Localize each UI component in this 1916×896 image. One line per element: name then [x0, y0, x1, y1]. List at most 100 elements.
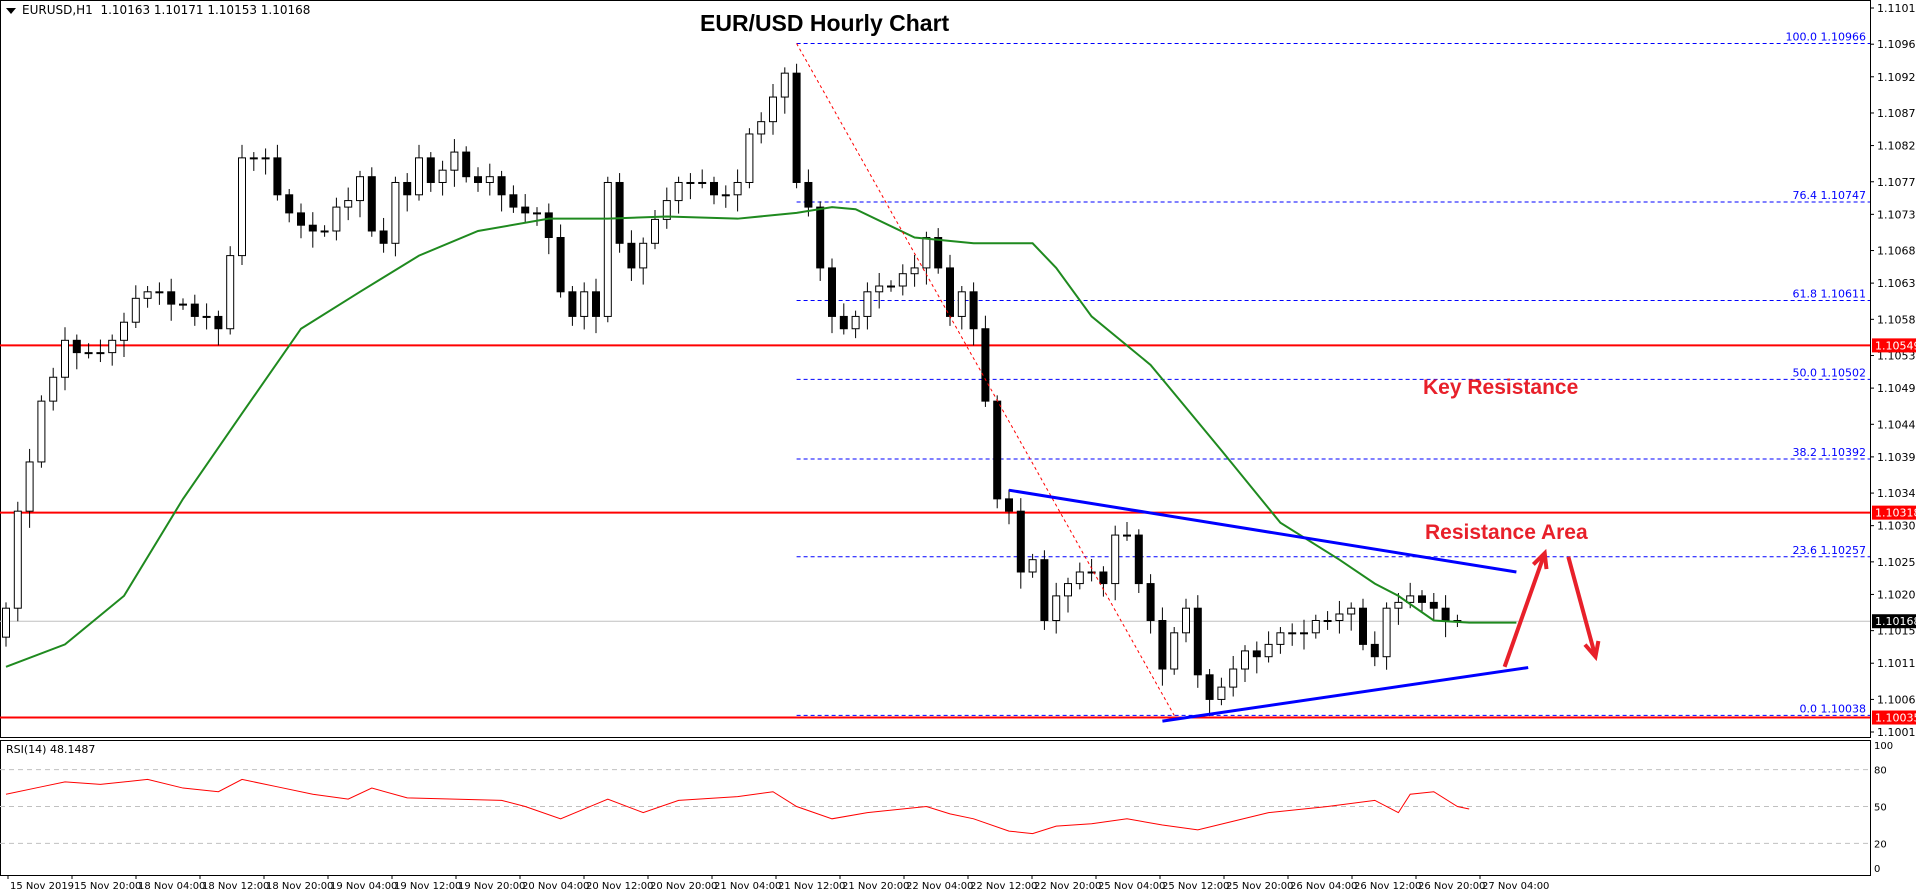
candle-bull: [1394, 601, 1403, 609]
rsi-level-label: 100: [1874, 741, 1893, 752]
candle-bull: [391, 181, 400, 244]
candle-bull: [438, 169, 447, 183]
candle-bull: [922, 237, 931, 269]
symbol-label: EURUSD,H1: [22, 3, 93, 17]
candle-bear: [1158, 620, 1167, 670]
time-tick-label: 20 Nov 04:00: [522, 881, 589, 892]
candle-bull: [49, 376, 58, 402]
candle-bear: [367, 176, 376, 232]
fib-level-label: 50.0 1.10502: [1793, 366, 1866, 379]
candle-bull: [1241, 650, 1249, 670]
candle-bull: [415, 157, 423, 196]
candle-bear: [167, 291, 176, 305]
time-tick-label: 19 Nov 04:00: [330, 881, 397, 892]
candle-bear: [544, 212, 553, 239]
price-tick-label: 1.10920: [1877, 71, 1916, 84]
candle-bear: [615, 181, 624, 244]
candle-bear: [568, 291, 577, 317]
price-tick-label: 1.10585: [1877, 313, 1916, 326]
candle-bull: [721, 194, 730, 197]
candle-bear: [710, 181, 718, 196]
level-price-tag: 1.10035: [1875, 712, 1916, 725]
candle-bear: [509, 194, 518, 208]
candle-bull: [1311, 620, 1320, 634]
rsi-line: [5, 778, 1470, 835]
time-tick-label: 21 Nov 04:00: [714, 881, 781, 892]
time-tick-label: 19 Nov 12:00: [394, 881, 461, 892]
candle-bull: [320, 230, 329, 233]
candle-bull: [957, 291, 966, 317]
candle-bear: [1370, 643, 1379, 658]
time-tick-label: 26 Nov 20:00: [1418, 881, 1485, 892]
candle-bull: [1229, 668, 1238, 688]
arrow-down-icon: [1583, 640, 1601, 662]
candles: [2, 63, 1462, 717]
candle-bull: [96, 352, 105, 355]
candle-bull: [226, 255, 235, 330]
candle-bear: [1429, 601, 1438, 609]
rsi-level-label: 20: [1874, 839, 1887, 850]
price-tick-label: 1.10395: [1877, 451, 1916, 464]
candle-bear: [839, 315, 848, 330]
candle-bull: [1028, 559, 1037, 573]
candle-bull: [910, 267, 919, 275]
candle-bull: [757, 121, 766, 135]
candle-bull: [1111, 534, 1120, 585]
candle-bear: [804, 181, 813, 208]
fib-level-label: 100.0 1.10966: [1786, 30, 1866, 43]
candle-bear: [1005, 498, 1013, 512]
level-price-tag-bg: [1872, 710, 1916, 725]
rsi-panel: 100 80 50 20 0: [0, 741, 1893, 875]
candle-bull: [580, 291, 589, 317]
candle-bull: [261, 157, 270, 160]
candle-bull: [1264, 643, 1273, 658]
time-tick-label: 15 Nov 20:00: [74, 881, 141, 892]
price-tick-label: 1.10870: [1877, 107, 1916, 120]
current-price-tag-bg: [1872, 614, 1916, 629]
candle-bull: [120, 321, 128, 341]
price-tick-label: 1.10775: [1877, 176, 1916, 189]
price-tick-label: 1.10060: [1877, 693, 1916, 706]
candle-bull: [875, 285, 884, 293]
drawings: [5, 43, 1601, 723]
candle-bull: [1052, 595, 1061, 622]
candle-bull: [745, 133, 754, 183]
candle-bull: [143, 291, 152, 299]
candle-bull: [686, 181, 695, 184]
candle-bear: [474, 176, 482, 183]
candle-bear: [627, 242, 636, 269]
candle-bull: [533, 212, 541, 215]
trendline: [1162, 666, 1529, 723]
level-price-tag: 1.10318: [1875, 507, 1916, 520]
dropdown-triangle-icon[interactable]: [6, 7, 16, 14]
candle-bull: [898, 273, 907, 287]
candle-bear: [993, 400, 1002, 500]
time-tick-label: 27 Nov 04:00: [1482, 881, 1549, 892]
candle-bull: [603, 181, 612, 317]
candle-bear: [1040, 559, 1049, 622]
candle-bull: [238, 157, 246, 257]
price-tick-label: 1.10110: [1877, 657, 1916, 670]
candle-bull: [131, 297, 140, 323]
fib-level-label: 38.2 1.10392: [1793, 446, 1866, 459]
price-tick-label: 1.11015: [1877, 2, 1916, 15]
candle-bull: [851, 315, 860, 330]
time-tick-label: 21 Nov 20:00: [842, 881, 909, 892]
candle-bull: [651, 218, 659, 244]
candle-bear: [556, 237, 565, 293]
candle-bear: [1099, 571, 1108, 585]
level-price-tag: 1.10549: [1875, 339, 1916, 352]
candle-bull: [2, 607, 10, 638]
price-tick-label: 1.10345: [1877, 487, 1916, 500]
candle-bull: [863, 291, 872, 317]
candle-bull: [698, 181, 707, 184]
candle-bull: [84, 352, 93, 355]
current-price-tag: 1.10168: [1875, 615, 1916, 628]
candle-bull: [1087, 571, 1096, 574]
candle-bull: [485, 176, 494, 183]
candle-bear: [1205, 674, 1214, 700]
candle-bull: [733, 181, 742, 196]
time-tick-label: 25 Nov 04:00: [1098, 881, 1165, 892]
candle-bear: [592, 291, 600, 317]
